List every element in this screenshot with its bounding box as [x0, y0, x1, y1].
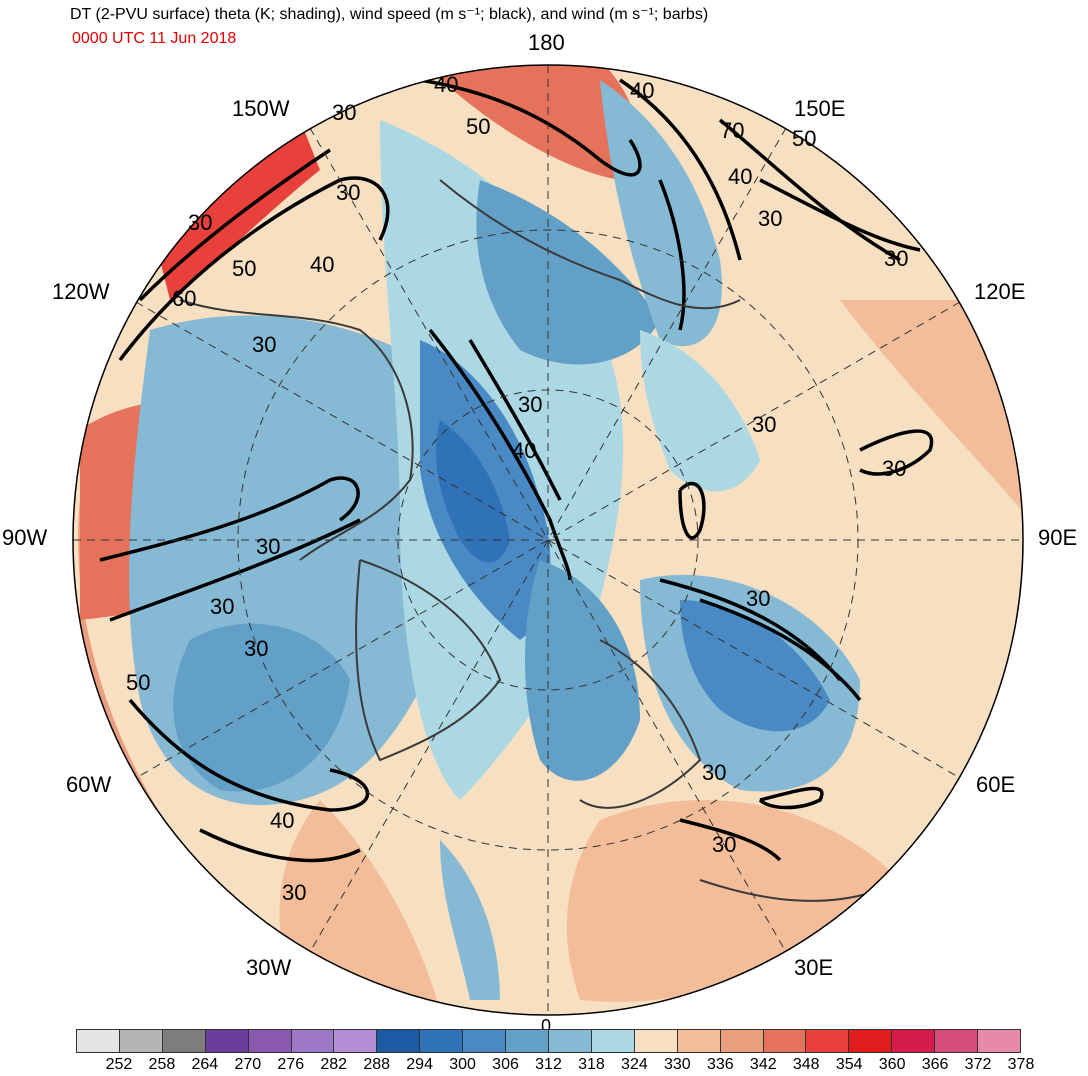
colorbar-swatch [591, 1030, 635, 1052]
lon-label-60w: 60W [66, 772, 112, 797]
contour-label: 30 [882, 456, 906, 481]
colorbar-swatch [205, 1030, 249, 1052]
lon-label-150w: 150W [232, 96, 290, 121]
colorbar-swatch [506, 1030, 549, 1052]
colorbar-tick-label: 366 [921, 1056, 949, 1073]
lon-label-120w: 120W [52, 279, 110, 304]
theta-shading [73, 65, 1023, 1015]
colorbar-swatch [463, 1030, 507, 1052]
colorbar-swatch [119, 1030, 163, 1052]
contour-label: 30 [252, 332, 276, 357]
colorbar-labels: 252 258 264 270 276 282 288 294 300 306 312 318 324 3… [76, 1056, 1035, 1076]
contour-label: 40 [630, 78, 654, 103]
colorbar-tick-label: 300 [449, 1056, 476, 1073]
colorbar-tick-label: 348 [792, 1056, 820, 1073]
contour-label: 30 [256, 534, 280, 559]
colorbar-tick-label: 324 [621, 1056, 648, 1073]
colorbar-swatch [806, 1030, 850, 1052]
contour-label: 50 [466, 114, 490, 139]
colorbar-swatch [849, 1030, 893, 1052]
chart-title: DT (2-PVU surface) theta (K; shading), w… [70, 6, 709, 23]
colorbar-tick-label: 252 [105, 1056, 133, 1073]
colorbar-tick-label: 342 [749, 1056, 777, 1073]
contour-label: 30 [746, 586, 770, 611]
colorbar-tick-label: 270 [234, 1056, 262, 1073]
colorbar [76, 1029, 1021, 1053]
colorbar-tick-label: 360 [878, 1056, 906, 1073]
contour-label-group: 30 40 50 30 30 40 50 60 30 30 30 30 50 4… [126, 72, 908, 905]
chart-timestamp: 0000 UTC 11 Jun 2018 [72, 30, 237, 47]
colorbar-tick-label: 282 [320, 1056, 348, 1073]
contour-label: 30 [188, 210, 212, 235]
colorbar-tick-label: 378 [1007, 1056, 1035, 1073]
colorbar-swatch [763, 1030, 807, 1052]
contour-label: 30 [758, 206, 782, 231]
colorbar-tick-label: 306 [492, 1056, 519, 1073]
colorbar-swatch [248, 1030, 292, 1052]
contour-label: 30 [712, 832, 736, 857]
lon-label-150e: 150E [794, 96, 846, 121]
colorbar-tick-label: 294 [406, 1056, 433, 1073]
lon-label-90w: 90W [2, 525, 48, 550]
lon-label-90e: 90E [1038, 525, 1078, 550]
colorbar-swatch [978, 1030, 1020, 1052]
lon-label-30e: 30E [794, 955, 834, 980]
colorbar-tick-label: 336 [706, 1056, 734, 1073]
map-boundary [72, 64, 1024, 1016]
contour-label: 40 [434, 72, 458, 97]
contour-label: 30 [210, 594, 234, 619]
colorbar-swatch [892, 1030, 936, 1052]
colorbar-swatch [420, 1030, 464, 1052]
contour-label: 30 [752, 412, 776, 437]
wind-speed-contours [99, 78, 934, 863]
contour-label: 30 [336, 180, 360, 205]
contour-label: 40 [728, 164, 752, 189]
colorbar-swatch [935, 1030, 979, 1052]
coastlines [179, 179, 881, 902]
lon-label-120e: 120E [974, 279, 1026, 304]
colorbar-tick-label: 288 [363, 1056, 391, 1073]
contour-label: 30 [282, 880, 306, 905]
colorbar-swatch [291, 1030, 335, 1052]
contour-label: 50 [792, 126, 816, 151]
colorbar-tick-label: 372 [964, 1056, 992, 1073]
colorbar-swatch [334, 1030, 378, 1052]
contour-label: 30 [884, 246, 908, 271]
contour-label: 30 [244, 636, 268, 661]
lon-label-0: 0 [541, 1016, 552, 1036]
contour-label: 30 [702, 760, 726, 785]
contour-label: 70 [720, 118, 744, 143]
contour-label: 30 [332, 100, 356, 125]
colorbar-tick-label: 276 [277, 1056, 305, 1073]
contour-label: 40 [512, 438, 536, 463]
colorbar-swatch [77, 1030, 120, 1052]
colorbar-swatch [634, 1030, 678, 1052]
colorbar-tick-label: 264 [191, 1056, 219, 1073]
lon-label-60e: 60E [976, 772, 1016, 797]
contour-label: 50 [232, 256, 256, 281]
colorbar-tick-label: 258 [148, 1056, 176, 1073]
colorbar-tick-label: 330 [664, 1056, 691, 1073]
contour-label: 40 [310, 252, 334, 277]
colorbar-swatch [377, 1030, 421, 1052]
contour-label: 50 [126, 670, 150, 695]
contour-label: 30 [518, 392, 542, 417]
lon-label-180: 180 [528, 30, 565, 55]
graticule [73, 65, 1023, 1015]
colorbar-tick-label: 318 [578, 1056, 605, 1073]
lon-label-30w: 30W [246, 955, 292, 980]
colorbar-swatch [162, 1030, 206, 1052]
colorbar-swatch [720, 1030, 764, 1052]
colorbar-tick-label: 312 [535, 1056, 562, 1073]
colorbar-swatch [548, 1030, 592, 1052]
contour-label: 60 [172, 286, 196, 311]
colorbar-tick-label: 354 [835, 1056, 863, 1073]
contour-label: 40 [270, 808, 294, 833]
colorbar-swatch [677, 1030, 721, 1052]
